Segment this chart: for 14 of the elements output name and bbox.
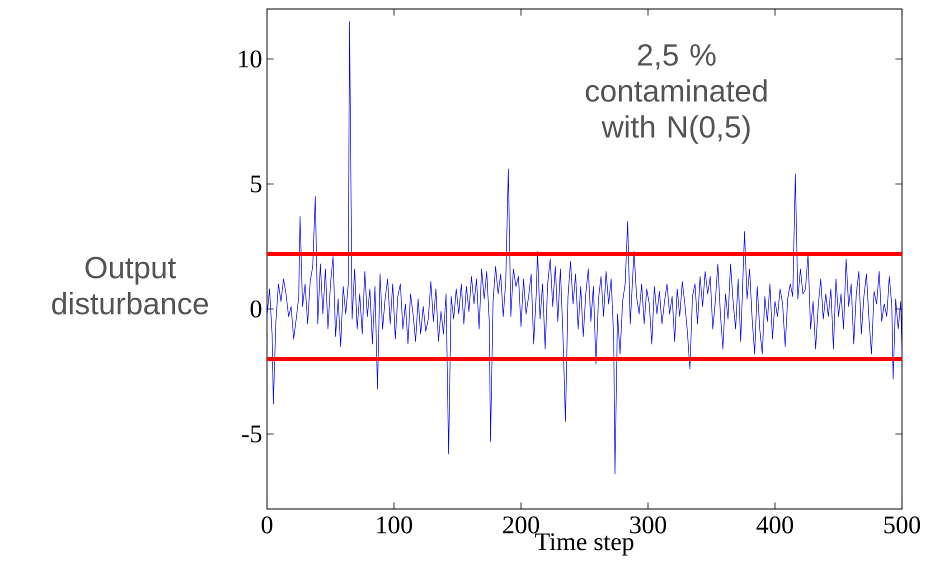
line-series (267, 21, 902, 474)
y-tick-label: -5 (242, 426, 262, 442)
x-axis-title: Time step (535, 533, 634, 556)
x-tick-label: 200 (503, 516, 540, 534)
x-tick-label: 0 (262, 516, 272, 534)
x-tick-label: 300 (630, 516, 666, 534)
annotation: 2,5 % contaminated with N(0,5) (586, 44, 767, 144)
y-tick-label: 5 (251, 176, 262, 192)
y-axis-title: Output disturbance (52, 256, 208, 314)
y-tick-label: 0 (250, 300, 262, 318)
x-tick-label: 400 (756, 516, 794, 534)
x-tick-label: 100 (377, 516, 412, 534)
x-tick-label: 500 (884, 516, 920, 534)
y-tick-label: 10 (239, 50, 262, 68)
